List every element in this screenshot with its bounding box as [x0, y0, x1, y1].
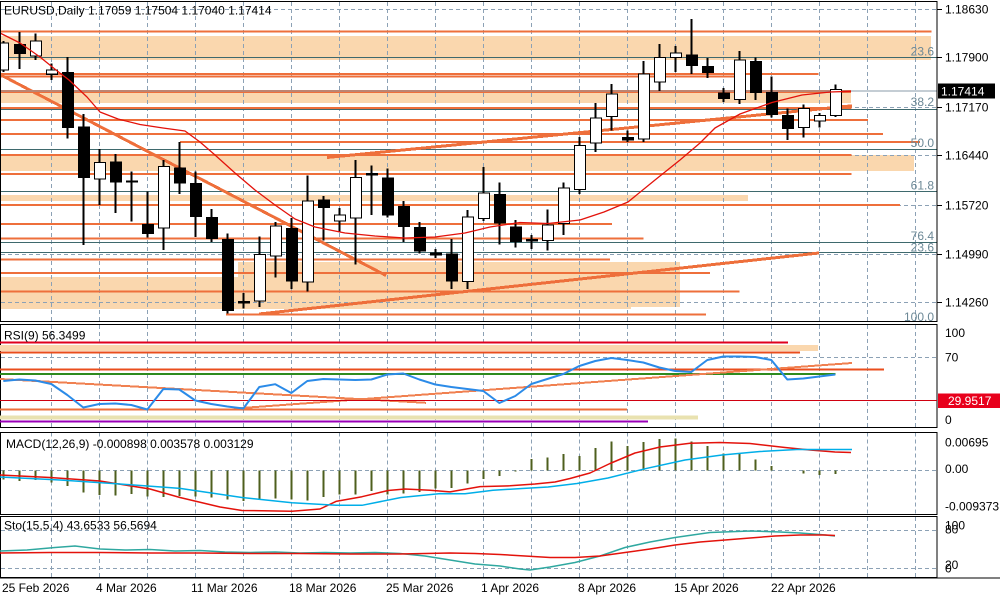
svg-text:0: 0 [945, 562, 952, 576]
svg-text:1.16440: 1.16440 [945, 149, 989, 163]
svg-text:61.8: 61.8 [911, 178, 935, 192]
svg-text:50.0: 50.0 [911, 136, 935, 150]
svg-text:MACD(12,26,9) -0.000898 0.0035: MACD(12,26,9) -0.000898 0.003578 0.00312… [6, 437, 254, 451]
svg-text:18 Mar 2026: 18 Mar 2026 [289, 581, 357, 595]
svg-text:1.18630: 1.18630 [945, 3, 989, 17]
svg-text:0: 0 [945, 413, 952, 427]
svg-text:25 Mar 2026: 25 Mar 2026 [386, 581, 454, 595]
svg-text:22 Apr 2026: 22 Apr 2026 [771, 581, 836, 595]
svg-text:23.6: 23.6 [911, 45, 935, 59]
svg-text:4 Mar 2026: 4 Mar 2026 [96, 581, 157, 595]
svg-text:29.9517: 29.9517 [948, 394, 992, 408]
svg-text:Sto(15,5,4) 43.6533 56.5694: Sto(15,5,4) 43.6533 56.5694 [4, 519, 157, 533]
svg-text:100.0: 100.0 [904, 310, 934, 324]
svg-text:1.14260: 1.14260 [945, 296, 989, 310]
svg-text:15 Apr 2026: 15 Apr 2026 [674, 581, 739, 595]
svg-text:76.4: 76.4 [911, 229, 935, 243]
svg-text:1 Apr 2026: 1 Apr 2026 [481, 581, 539, 595]
svg-text:EURUSD,Daily 1.17059 1.17504: EURUSD,Daily 1.17059 1.17504 1.17040 1.1… [4, 4, 272, 18]
svg-text:8 Apr 2026: 8 Apr 2026 [578, 581, 636, 595]
svg-text:1.17414: 1.17414 [941, 84, 985, 98]
svg-text:70: 70 [945, 351, 959, 365]
svg-text:-0.009373: -0.009373 [945, 500, 999, 514]
svg-text:0.00: 0.00 [945, 462, 969, 476]
svg-text:25 Feb 2026: 25 Feb 2026 [2, 581, 70, 595]
svg-text:80: 80 [945, 523, 959, 537]
svg-text:1.14990: 1.14990 [945, 248, 989, 262]
svg-text:RSI(9) 56.3499: RSI(9) 56.3499 [4, 329, 86, 343]
svg-text:1.17170: 1.17170 [945, 101, 989, 115]
svg-text:100: 100 [945, 326, 965, 340]
svg-text:1.17900: 1.17900 [945, 51, 989, 65]
svg-text:23.6: 23.6 [911, 240, 935, 254]
svg-text:100: 100 [945, 519, 965, 533]
svg-text:11 Mar 2026: 11 Mar 2026 [191, 581, 258, 595]
svg-text:38.2: 38.2 [911, 95, 935, 109]
svg-text:20: 20 [945, 558, 959, 572]
svg-text:0.00695: 0.00695 [945, 436, 989, 450]
svg-text:1.15720: 1.15720 [945, 199, 989, 213]
